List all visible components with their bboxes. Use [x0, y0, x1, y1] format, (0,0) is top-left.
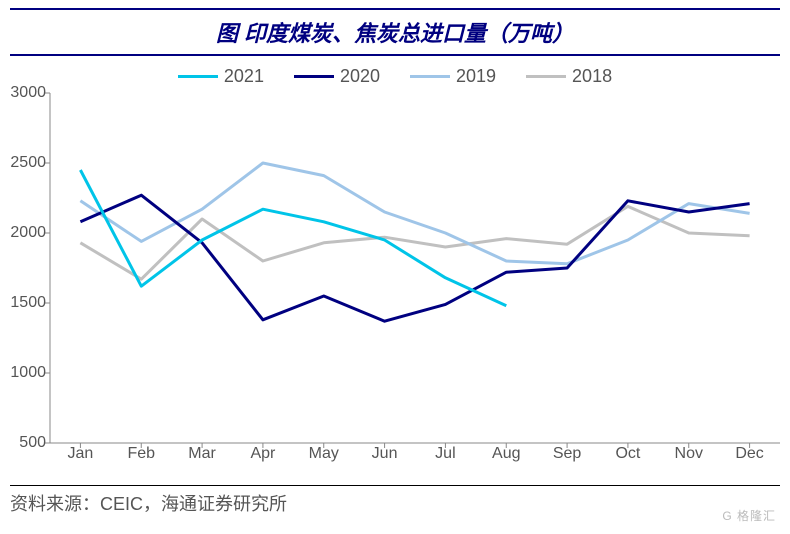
y-tick-label: 1000: [10, 364, 46, 382]
legend-item: 2021: [178, 66, 264, 87]
watermark: G 格隆汇: [722, 507, 776, 524]
plot-area: 50010001500200025003000 JanFebMarAprMayJ…: [50, 93, 780, 443]
x-tick-label: Oct: [615, 445, 640, 463]
legend-item: 2018: [526, 66, 612, 87]
x-tick-label: Aug: [492, 445, 520, 463]
x-tick-label: Sep: [553, 445, 581, 463]
x-tick-label: Mar: [188, 445, 216, 463]
legend-label: 2019: [456, 66, 496, 87]
y-tick-label: 2500: [10, 154, 46, 172]
series-line: [80, 170, 506, 306]
legend-label: 2021: [224, 66, 264, 87]
legend-item: 2020: [294, 66, 380, 87]
legend-swatch: [294, 75, 334, 78]
x-tick-label: Dec: [735, 445, 763, 463]
y-tick-label: 1500: [10, 294, 46, 312]
legend-label: 2018: [572, 66, 612, 87]
x-axis-labels: Jan Feb Mar Apr May Jun Jul Aug Sep Oct Nov Dec: [50, 445, 780, 469]
x-tick-label: Feb: [127, 445, 155, 463]
y-tick-label: 3000: [10, 84, 46, 102]
y-axis-labels: 50010001500200025003000: [10, 93, 50, 443]
source-text: 资料来源：CEIC，海通证券研究所: [10, 485, 780, 516]
x-tick-label: May: [309, 445, 339, 463]
legend-swatch: [410, 75, 450, 78]
x-tick-label: Jan: [68, 445, 94, 463]
legend-item: 2019: [410, 66, 496, 87]
chart-container: 图 印度煤炭、焦炭总进口量（万吨） 2021202020192018 50010…: [10, 8, 780, 518]
y-tick-label: 2000: [10, 224, 46, 242]
legend-swatch: [178, 75, 218, 78]
y-tick-label: 500: [19, 434, 46, 452]
x-tick-label: Jun: [372, 445, 398, 463]
legend-swatch: [526, 75, 566, 78]
legend: 2021 2020 2019 2018: [10, 56, 780, 93]
chart-svg: [50, 93, 780, 451]
x-tick-label: Jul: [435, 445, 455, 463]
chart-title: 图 印度煤炭、焦炭总进口量（万吨）: [10, 8, 780, 56]
x-tick-label: Apr: [250, 445, 275, 463]
series-line: [80, 206, 749, 279]
legend-label: 2020: [340, 66, 380, 87]
series-line: [80, 163, 749, 264]
x-tick-label: Nov: [675, 445, 703, 463]
